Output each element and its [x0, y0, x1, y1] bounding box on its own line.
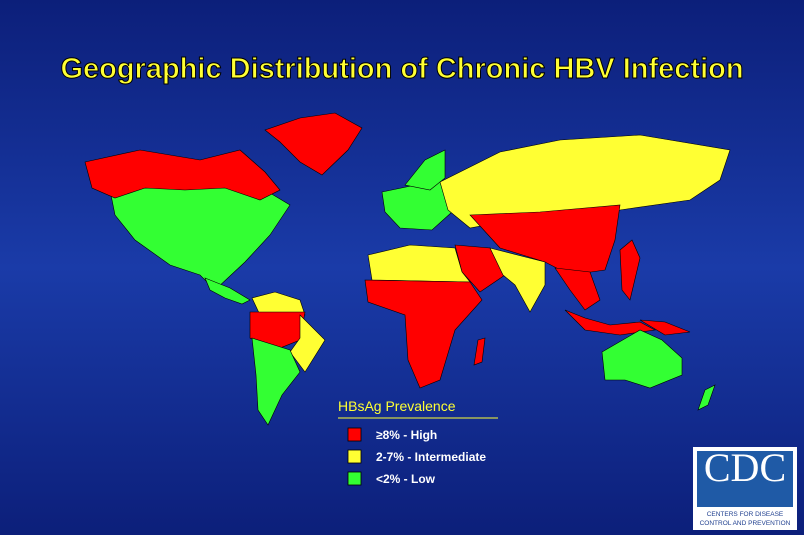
cdc-logo: CDC CENTERS FOR DISEASE CONTROL AND PREV… [693, 445, 797, 530]
world-map [84, 112, 731, 426]
papua [639, 319, 691, 336]
sub-saharan-africa [364, 279, 483, 389]
new-zealand [697, 384, 716, 411]
legend-label: 2-7% - Intermediate [376, 450, 486, 464]
japan-philippines [619, 239, 641, 301]
logo-line2: CONTROL AND PREVENTION [700, 520, 791, 527]
legend-title: HBsAg Prevalence [338, 398, 456, 414]
russia [439, 134, 731, 229]
indonesia [564, 309, 656, 336]
title: Geographic Distribution of Chronic HBV I… [60, 53, 743, 85]
china-central-asia [469, 204, 621, 276]
logo-panel [697, 451, 793, 507]
southeast-asia [554, 267, 601, 311]
greenland [264, 112, 363, 176]
logo-line1: CENTERS FOR DISEASE [707, 511, 784, 518]
south-america-south [251, 337, 301, 426]
central-america [204, 277, 251, 305]
legend-swatch [347, 471, 362, 486]
logo-text: CDC [704, 445, 786, 490]
south-asia [489, 247, 546, 313]
legend: HBsAg Prevalence ≥8% - High 2-7% - Interm… [338, 398, 498, 486]
scandinavia [404, 149, 446, 191]
legend-swatch [347, 427, 362, 442]
legend-label: ≥8% - High [376, 428, 437, 442]
australia [601, 329, 683, 389]
madagascar [473, 337, 486, 366]
legend-swatch [347, 449, 362, 464]
amazon [249, 311, 306, 351]
brazil-east [289, 314, 326, 373]
alaska-canada-north [84, 149, 281, 201]
legend-label: <2% - Low [376, 472, 436, 486]
